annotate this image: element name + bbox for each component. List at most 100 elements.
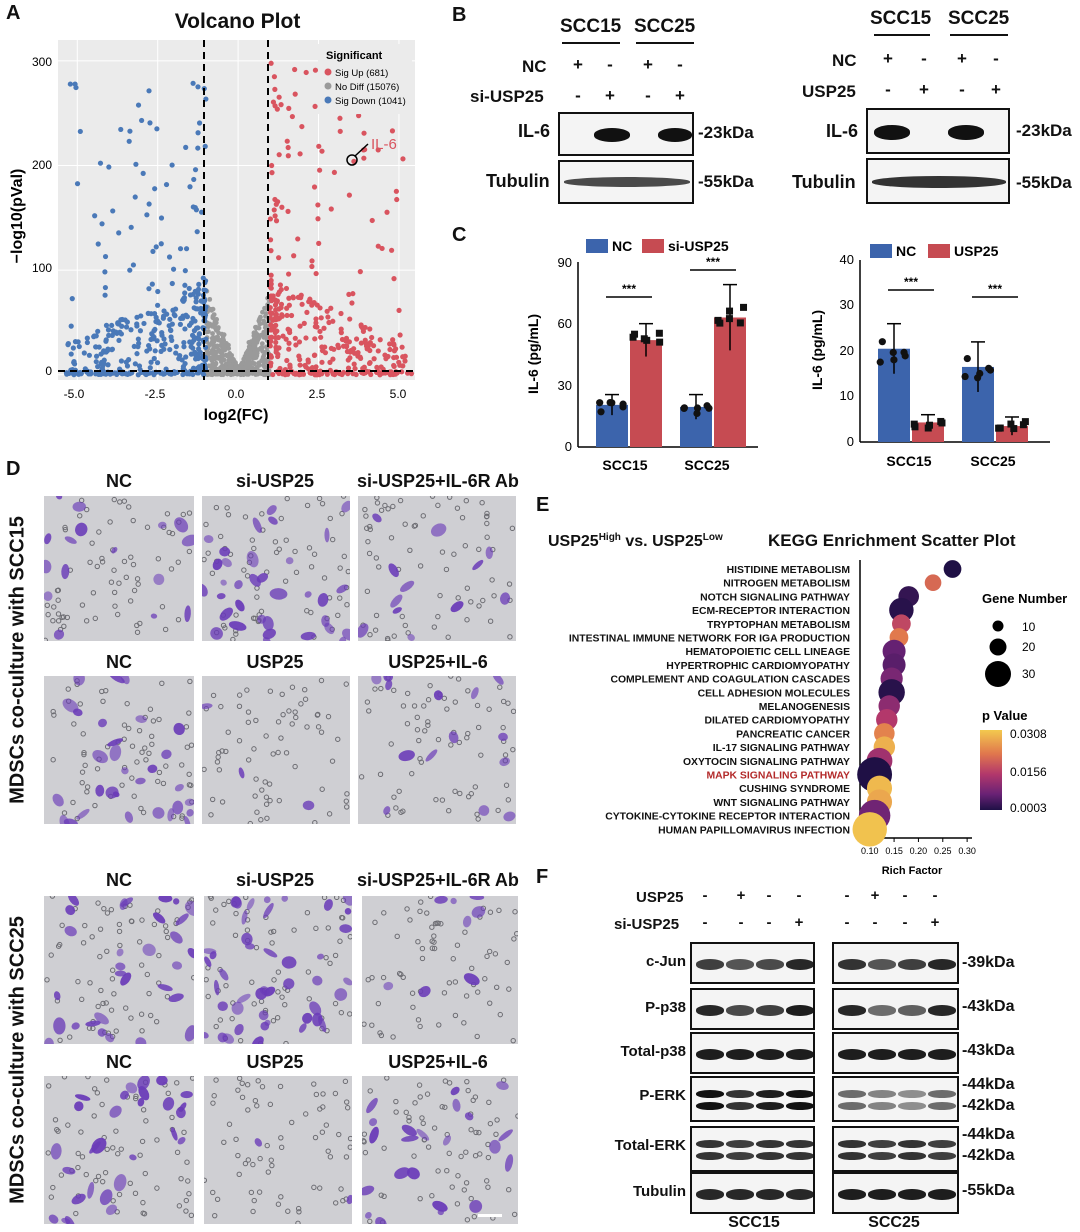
micrograph-canvas [50, 676, 194, 824]
pore [121, 498, 128, 504]
pore [223, 982, 229, 989]
pore [226, 1121, 233, 1127]
volcano-point [291, 253, 297, 259]
volcano-point [301, 320, 307, 326]
volcano-point [346, 291, 352, 298]
pore [165, 1090, 171, 1097]
volcano-point [84, 339, 90, 346]
pore [295, 1220, 301, 1224]
pore [367, 631, 373, 638]
volcano-point [261, 353, 267, 359]
mark: + [794, 914, 804, 931]
pore [99, 555, 105, 562]
panel-label-a: A [6, 2, 21, 24]
pore [209, 570, 216, 577]
pore [259, 787, 265, 793]
pore [313, 925, 319, 932]
pore [109, 967, 116, 973]
pore [154, 1185, 160, 1191]
pore [444, 1167, 450, 1174]
pore [188, 1212, 194, 1219]
stained-cell [323, 899, 333, 911]
pore [330, 536, 336, 543]
volcano-point [148, 311, 154, 317]
band [874, 125, 910, 140]
pore [187, 678, 193, 685]
pore [178, 1175, 184, 1182]
pore [476, 603, 482, 609]
pore [251, 1001, 257, 1007]
pore [132, 1095, 139, 1102]
kda: -43kDa [962, 998, 1015, 1015]
volcano-point [285, 144, 291, 151]
pore [407, 547, 413, 554]
volcano-point [192, 288, 198, 294]
volcano-point [194, 229, 200, 235]
volcano-point [234, 365, 240, 370]
volcano-point [272, 334, 279, 341]
pore [140, 1210, 146, 1216]
volcano-point [188, 351, 194, 357]
pore [276, 797, 282, 804]
pore [219, 748, 225, 754]
band [786, 1189, 814, 1200]
stained-cell [383, 981, 394, 991]
volcano-point [209, 362, 215, 368]
volcano-point [278, 102, 284, 108]
pore [318, 677, 325, 684]
pore [358, 774, 365, 780]
volcano-point [228, 355, 234, 361]
pore [257, 1155, 263, 1162]
volcano-point [207, 296, 213, 302]
pore [305, 969, 312, 975]
pore [186, 548, 193, 555]
pore [409, 990, 416, 996]
micrograph-scc15-si [202, 496, 350, 641]
y-tick: 0 [565, 439, 572, 454]
volcano-point [180, 296, 187, 302]
mark: - [796, 887, 802, 904]
stained-cell [120, 897, 134, 907]
stained-cell [68, 896, 80, 906]
panel-label-d: D [6, 458, 21, 480]
stained-cell [209, 951, 217, 960]
pore [179, 813, 185, 819]
pore [110, 1145, 116, 1151]
volcano-point [295, 236, 301, 242]
pore [100, 698, 106, 704]
pore [450, 956, 456, 962]
stained-cell [262, 616, 274, 631]
volcano-point [220, 342, 225, 347]
pore [292, 763, 298, 770]
volcano-point [357, 354, 363, 360]
pore [249, 537, 256, 543]
volcano-point [211, 345, 217, 351]
pore [59, 922, 65, 929]
kegg-heading-a: USP25 [548, 533, 599, 551]
kda: -23kDa [1016, 121, 1072, 140]
pore [252, 793, 258, 799]
volcano-point [105, 362, 111, 368]
pathway-label: IL-17 SIGNALING PATHWAY [713, 743, 850, 754]
pore [364, 588, 371, 595]
pore [321, 896, 328, 901]
volcano-point [227, 351, 233, 356]
pore [62, 524, 68, 531]
volcano-point [232, 370, 238, 376]
pore [409, 770, 415, 777]
pore [244, 927, 251, 933]
pore [175, 616, 182, 623]
volcano-point [115, 321, 121, 327]
pore [185, 1178, 191, 1184]
band [868, 1140, 896, 1148]
pore [416, 737, 422, 744]
pore [278, 1194, 284, 1200]
volcano-point [213, 360, 219, 366]
p-legend-title: p Value [982, 708, 1028, 723]
pore [454, 1201, 461, 1207]
pore [61, 1076, 68, 1080]
volcano-point [289, 113, 295, 120]
pore [461, 1187, 467, 1193]
pore [175, 559, 181, 565]
volcano-point [132, 361, 138, 367]
